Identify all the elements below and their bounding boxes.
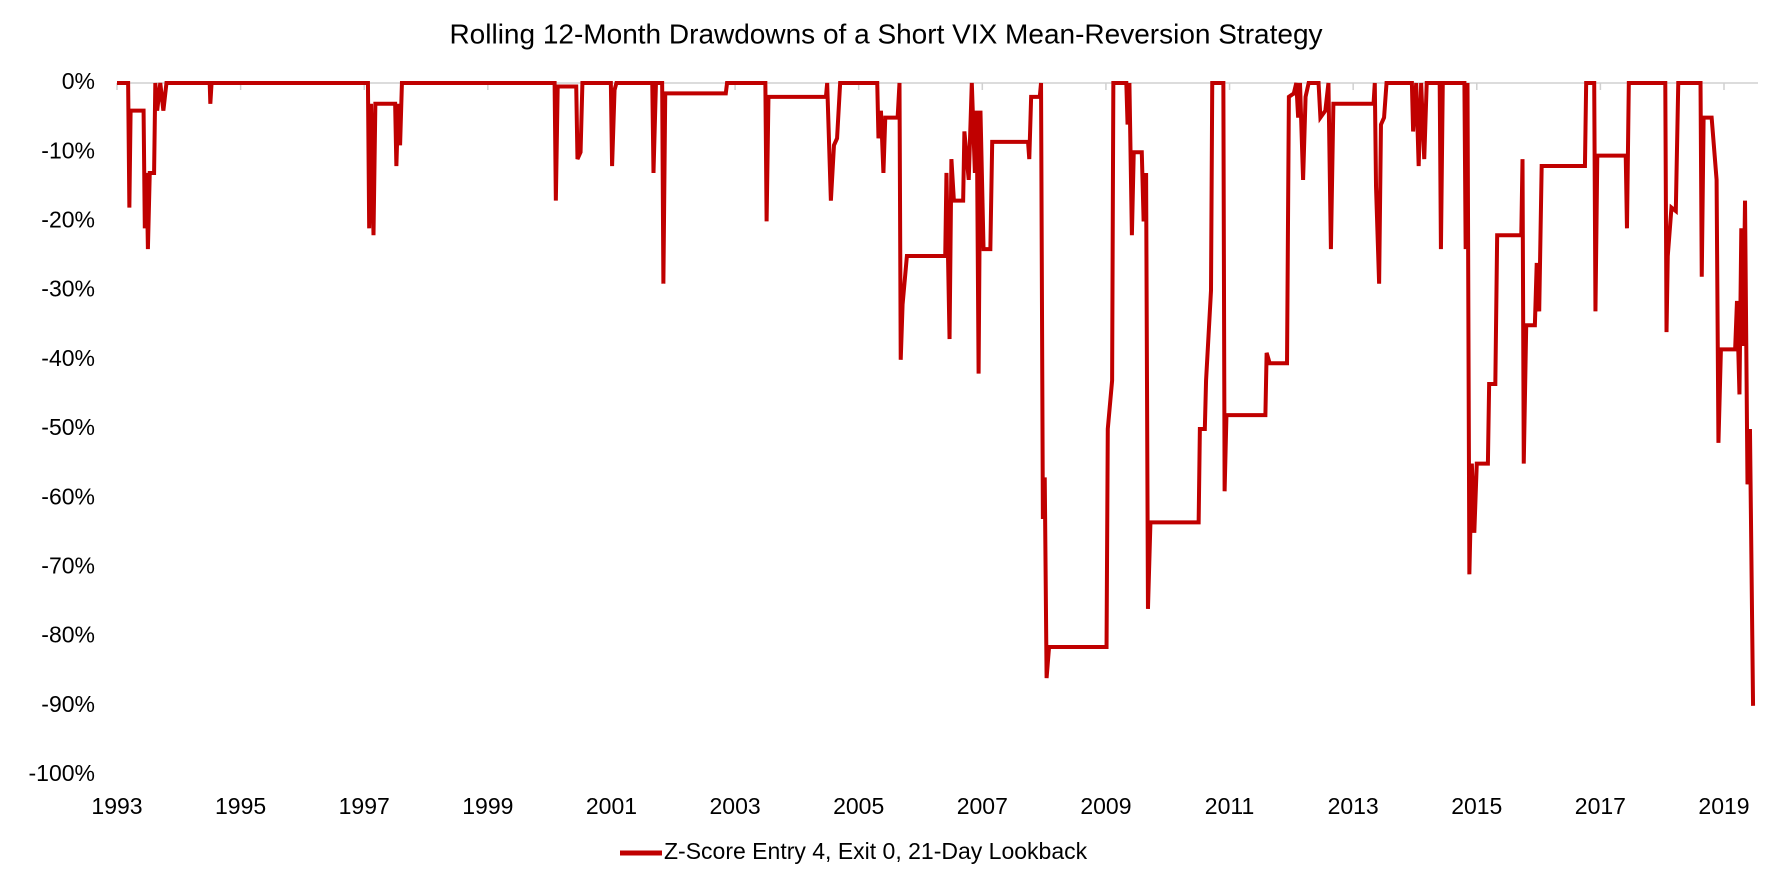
x-tick-label: 1999 <box>462 793 513 819</box>
data-line <box>117 81 1756 706</box>
x-tick-label: 2005 <box>833 793 884 819</box>
x-tick-label: 2015 <box>1451 793 1502 819</box>
x-tick-label: 2017 <box>1575 793 1626 819</box>
y-tick-label: -40% <box>41 345 95 371</box>
y-tick-label: -100% <box>29 760 95 786</box>
x-tick-label: 2019 <box>1698 793 1749 819</box>
legend-label: Z-Score Entry 4, Exit 0, 21-Day Lookback <box>664 838 1088 864</box>
y-tick-label: -20% <box>41 206 95 232</box>
y-tick-label: -30% <box>41 276 95 302</box>
x-tick-label: 2011 <box>1205 793 1254 819</box>
y-tick-label: -90% <box>41 691 95 717</box>
x-tick-label: 2001 <box>586 793 637 819</box>
y-tick-label: -10% <box>41 137 95 163</box>
y-tick-label: -70% <box>41 552 95 578</box>
x-tick-label: 2009 <box>1080 793 1131 819</box>
x-tick-label: 2013 <box>1328 793 1379 819</box>
chart-title: Rolling 12-Month Drawdowns of a Short VI… <box>449 18 1322 49</box>
y-tick-label: -60% <box>41 483 95 509</box>
x-tick-label: 2003 <box>709 793 760 819</box>
y-tick-label: -50% <box>41 414 95 440</box>
x-tick-label: 1995 <box>215 793 266 819</box>
x-tick-label: 1993 <box>91 793 142 819</box>
x-tick-label: 2007 <box>957 793 1008 819</box>
y-tick-label: -80% <box>41 622 95 648</box>
x-tick-label: 1997 <box>339 793 390 819</box>
y-tick-label: 0% <box>62 68 95 94</box>
